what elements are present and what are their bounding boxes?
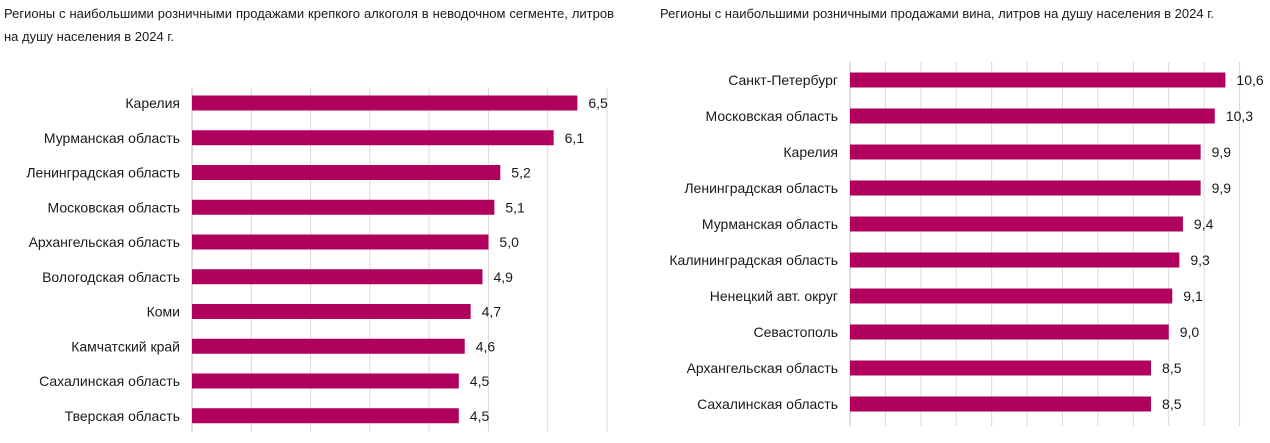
data-label-wine-8: 9,0: [1180, 324, 1200, 340]
data-label-spirits-5: 5,0: [499, 234, 519, 250]
bar-spirits-6: [192, 269, 483, 285]
category-label-spirits-10: Тверская область: [65, 408, 180, 424]
data-label-spirits-6: 4,9: [494, 269, 514, 285]
bar-spirits-7: [192, 304, 471, 319]
chart-title-spirits: Регионы с наибольшими розничными продажа…: [4, 6, 614, 44]
bar-spirits-1: [192, 95, 578, 111]
category-label-spirits-4: Московская область: [48, 199, 180, 215]
data-label-spirits-9: 4,5: [470, 373, 490, 389]
bar-wine-6: [850, 252, 1180, 268]
data-label-spirits-10: 4,5: [470, 408, 490, 424]
data-label-wine-10: 8,5: [1162, 396, 1182, 412]
data-label-wine-3: 9,9: [1212, 144, 1232, 160]
data-label-spirits-1: 6,5: [588, 95, 608, 111]
category-label-spirits-6: Вологодская область: [42, 269, 180, 285]
data-label-spirits-4: 5,1: [505, 199, 525, 215]
category-label-spirits-9: Сахалинская область: [39, 373, 180, 389]
bar-spirits-9: [192, 373, 459, 389]
category-label-wine-6: Калининградская область: [669, 252, 838, 268]
bar-wine-9: [850, 360, 1152, 376]
bar-chart-spirits: Карелия 6,5 Мурманская область 6,1 Ленинград…: [26, 88, 608, 432]
category-label-wine-3: Карелия: [783, 144, 838, 160]
bar-wine-4: [850, 180, 1201, 196]
bar-wine-7: [850, 288, 1173, 304]
category-label-wine-8: Севастополь: [753, 324, 838, 340]
bar-wine-2: [850, 108, 1215, 124]
bar-spirits-8: [192, 338, 465, 354]
category-label-wine-5: Мурманская область: [702, 216, 838, 232]
data-label-spirits-8: 4,6: [476, 338, 496, 354]
category-label-wine-10: Сахалинская область: [697, 396, 838, 412]
bar-spirits-4: [192, 199, 495, 215]
category-label-spirits-8: Камчатский край: [71, 338, 180, 354]
bar-wine-5: [850, 216, 1183, 232]
category-label-wine-9: Архангельская область: [687, 360, 838, 376]
data-label-spirits-2: 6,1: [565, 130, 585, 146]
data-label-wine-6: 9,3: [1190, 252, 1210, 268]
bar-spirits-3: [192, 165, 501, 180]
category-label-wine-2: Московская область: [706, 108, 838, 124]
category-label-wine-1: Санкт-Петербург: [728, 72, 838, 88]
data-label-wine-2: 10,3: [1226, 108, 1253, 124]
category-label-wine-4: Ленинградская область: [684, 180, 838, 196]
data-label-wine-4: 9,9: [1212, 180, 1232, 196]
data-label-wine-7: 9,1: [1183, 288, 1203, 304]
bar-wine-1: [850, 72, 1226, 88]
data-label-spirits-3: 5,2: [511, 165, 531, 181]
data-label-wine-1: 10,6: [1236, 72, 1263, 88]
chart-title-wine: Регионы с наибольшими розничными продажа…: [660, 6, 1214, 21]
category-label-spirits-2: Мурманская область: [44, 130, 180, 146]
bar-wine-3: [850, 144, 1201, 160]
bar-wine-8: [850, 324, 1169, 340]
bar-spirits-2: [192, 130, 554, 146]
bar-spirits-10: [192, 408, 459, 424]
bar-wine-10: [850, 396, 1152, 412]
category-label-spirits-7: Коми: [147, 304, 180, 320]
category-label-spirits-5: Архангельская область: [29, 234, 180, 250]
data-label-spirits-7: 4,7: [482, 304, 502, 320]
bar-spirits-5: [192, 234, 489, 250]
category-label-spirits-3: Ленинградская область: [26, 165, 180, 181]
category-label-spirits-1: Карелия: [125, 95, 180, 111]
data-label-wine-9: 8,5: [1162, 360, 1182, 376]
category-label-wine-7: Ненецкий авт. округ: [710, 288, 838, 304]
data-label-wine-5: 9,4: [1194, 216, 1214, 232]
